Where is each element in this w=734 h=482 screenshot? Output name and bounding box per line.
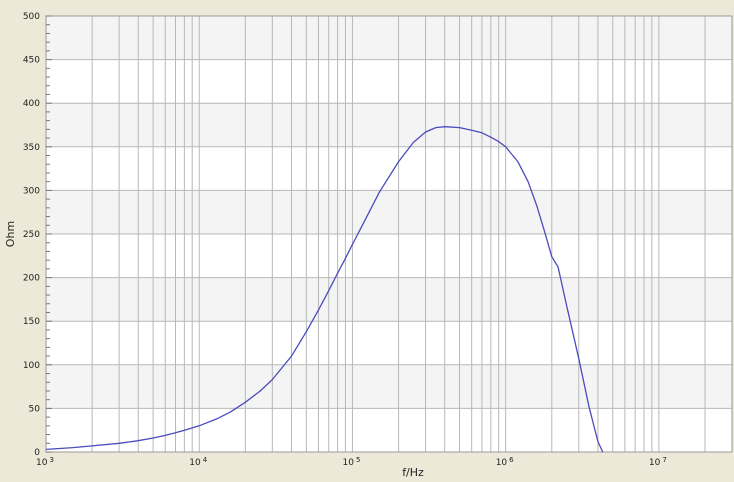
series-line-0 xyxy=(45,126,604,453)
y-tick-label: 50 xyxy=(29,404,41,414)
grid-lines xyxy=(45,15,733,453)
band xyxy=(46,103,732,147)
y-tick-label: 200 xyxy=(23,274,40,284)
x-axis-label: f/Hz xyxy=(402,466,424,479)
y-tick-labels: 0 50 100 150 200 250 300 350 400 450 500 xyxy=(23,12,40,458)
y-tick-label: 300 xyxy=(23,186,40,196)
minor-ticks xyxy=(46,15,52,453)
x-tick-label: 10 4 xyxy=(189,456,207,468)
band xyxy=(46,364,732,409)
y-tick-label: 500 xyxy=(23,12,40,22)
y-tick-label: 250 xyxy=(23,230,40,240)
x-tick-label: 10 5 xyxy=(342,456,360,468)
alternate-bands xyxy=(46,16,732,409)
y-axis-label: Ohm xyxy=(4,221,17,247)
x-tick-labels: 10 3 10 4 10 5 10 6 10 7 xyxy=(36,456,667,468)
band xyxy=(46,16,732,60)
y-tick-label: 450 xyxy=(23,56,40,66)
band xyxy=(46,277,732,322)
y-tick-label: 0 xyxy=(34,448,40,458)
y-tick-label: 100 xyxy=(23,361,40,371)
series-layer xyxy=(45,126,604,453)
x-tick-label: 10 6 xyxy=(496,456,514,468)
y-tick-label: 350 xyxy=(23,143,40,153)
x-tick-label: 10 3 xyxy=(36,456,54,468)
y-tick-label: 150 xyxy=(23,317,40,327)
band xyxy=(46,190,732,234)
x-tick-label: 10 7 xyxy=(649,456,667,468)
y-tick-label: 400 xyxy=(23,99,40,109)
